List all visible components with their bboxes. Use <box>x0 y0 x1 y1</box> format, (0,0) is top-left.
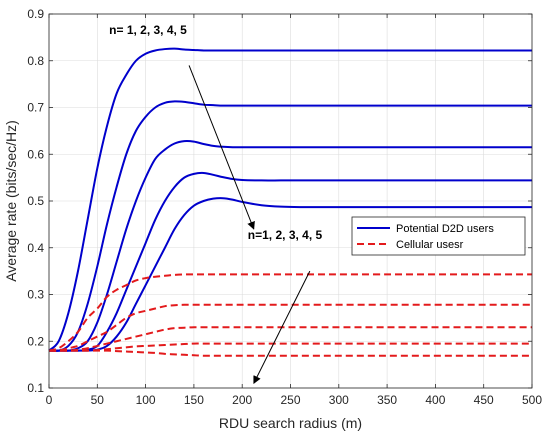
x-tick-label: 100 <box>136 393 156 407</box>
x-tick-label: 50 <box>91 393 105 407</box>
x-tick-label: 350 <box>377 393 397 407</box>
y-tick-label: 0.4 <box>27 241 44 255</box>
cellular-users-line-5 <box>48 349 532 357</box>
potential-d2d-users-line-3 <box>48 140 532 352</box>
annotation-label-1: n= 1, 2, 3, 4, 5 <box>109 23 187 37</box>
x-tick-label: 250 <box>280 393 300 407</box>
annotation-layer: n= 1, 2, 3, 4, 5 n=1, 2, 3, 4, 5 <box>109 23 323 385</box>
potential-d2d-users-line-2 <box>48 100 532 352</box>
cellular-users-line-2 <box>48 303 532 352</box>
x-tick-label: 500 <box>522 393 542 407</box>
x-tick-label: 150 <box>184 393 204 407</box>
y-tick-label: 0.3 <box>27 288 44 302</box>
series-layer <box>48 47 532 357</box>
y-tick-label: 0.9 <box>27 7 44 21</box>
x-tick-label: 450 <box>474 393 494 407</box>
x-tick-label: 300 <box>329 393 349 407</box>
legend-label-potential-d2d-users: Potential D2D users <box>396 223 494 235</box>
y-tick-label: 0.1 <box>27 381 44 395</box>
annotation-label-2: n=1, 2, 3, 4, 5 <box>248 228 323 242</box>
cellular-users-line-3 <box>48 326 532 352</box>
y-tick-label: 0.7 <box>27 101 44 115</box>
x-tick-label: 200 <box>232 393 252 407</box>
y-tick-label: 0.5 <box>27 194 44 208</box>
y-tick-label: 0.2 <box>27 334 44 348</box>
legend: Potential D2D users Cellular usesr <box>351 216 526 256</box>
potential-d2d-users-line-1 <box>48 47 532 352</box>
legend-label-cellular-users: Cellular usesr <box>396 239 464 251</box>
tick-layer: 0 50 100 150 200 250 300 350 400 450 500 0.1 0.2 0.3 0… <box>27 7 542 407</box>
legend-box <box>351 216 526 256</box>
annotation-arrow-1 <box>188 65 255 230</box>
cellular-users-line-1 <box>48 273 532 352</box>
x-tick-label: 0 <box>46 393 53 407</box>
y-tick-label: 0.8 <box>27 54 44 68</box>
x-axis-label: RDU search radius (m) <box>219 415 362 431</box>
annotation-arrow-2 <box>253 270 311 385</box>
x-tick-label: 400 <box>425 393 445 407</box>
y-axis-label: Average rate (bits/sec/Hz) <box>3 120 19 282</box>
y-tick-label: 0.6 <box>27 147 44 161</box>
